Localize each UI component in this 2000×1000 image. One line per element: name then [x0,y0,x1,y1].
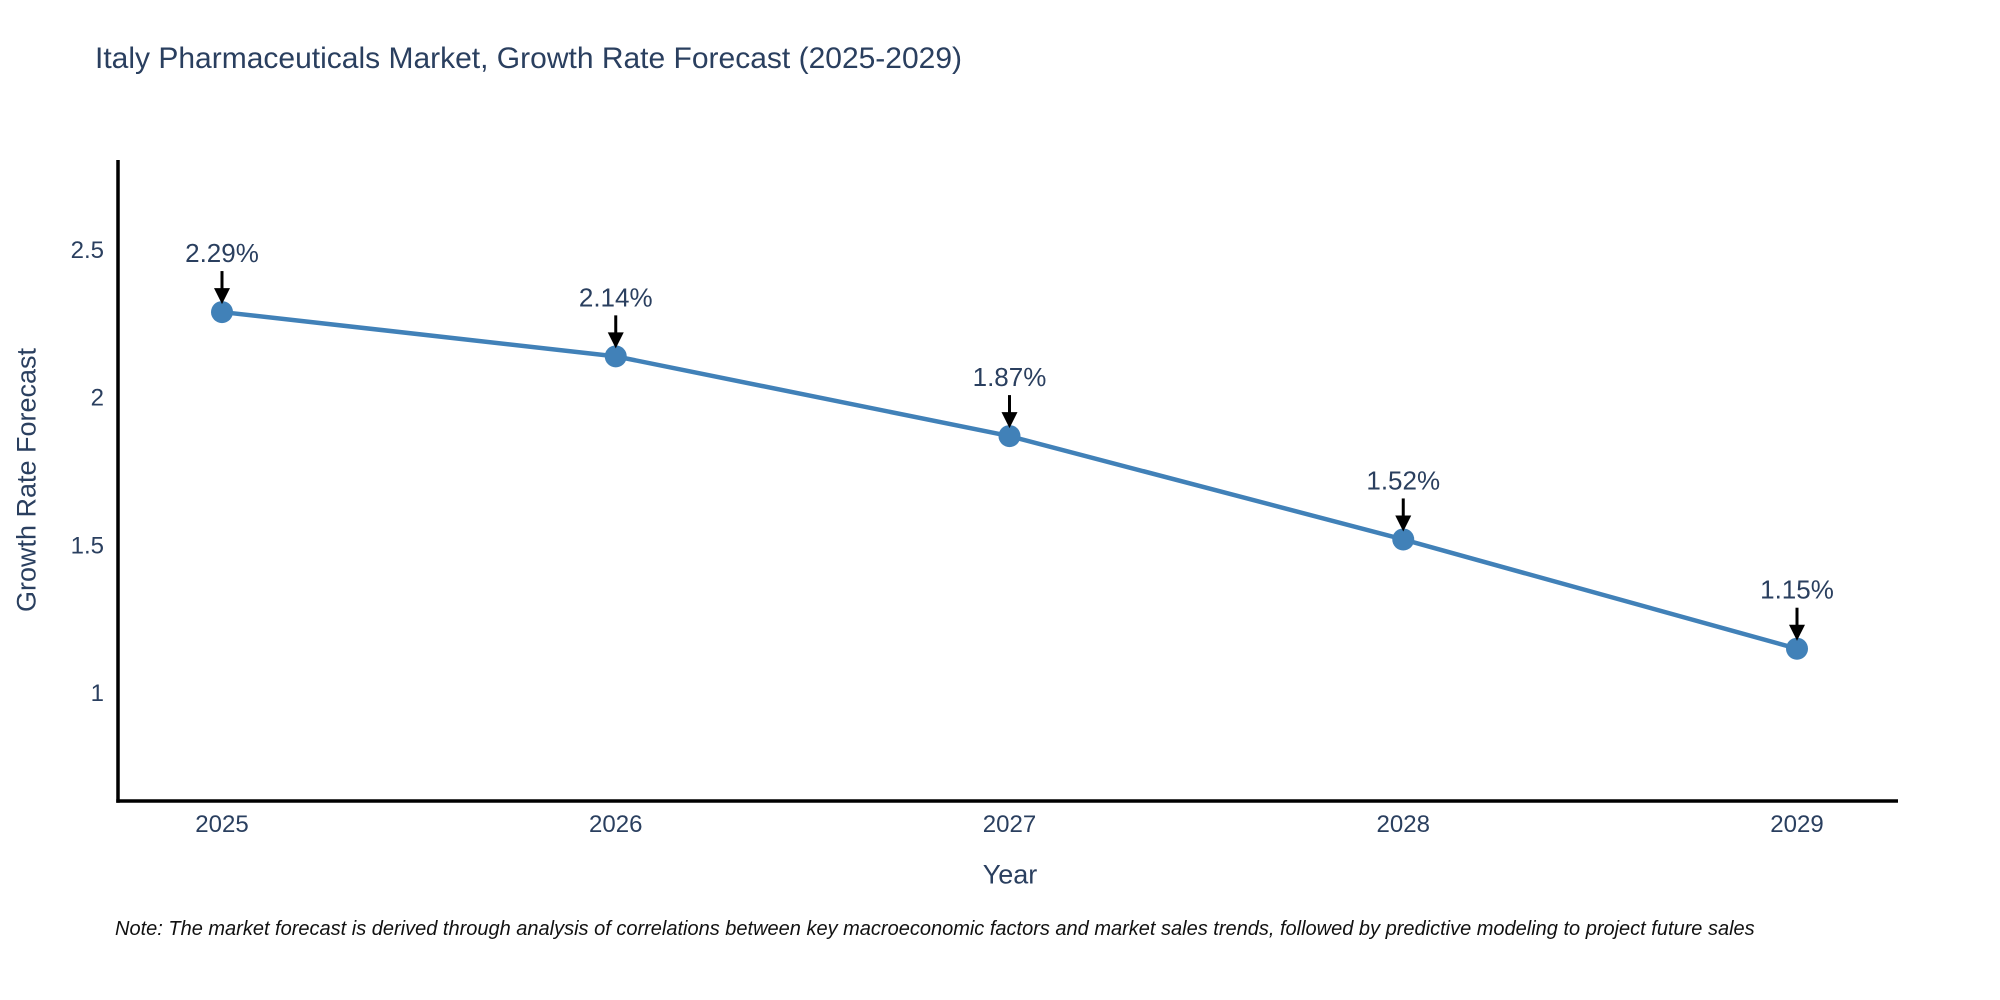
data-point-label: 1.15% [1760,575,1834,605]
footnote: Note: The market forecast is derived thr… [115,918,1755,940]
data-point-label: 2.14% [579,282,653,312]
annotation-arrow-head [1395,515,1412,532]
data-point-marker [1392,528,1415,551]
annotation-arrow-head [607,332,624,349]
y-tick-label: 2.5 [71,237,104,264]
data-point-marker [1786,637,1808,660]
annotation-arrow-head [1789,624,1805,641]
x-axis-label: Year [982,859,1038,890]
x-tick-label: 2028 [1377,811,1430,838]
data-point-label: 2.29% [185,238,259,268]
annotation-arrow-head [1001,412,1018,429]
y-tick-label: 1.5 [71,532,104,559]
data-point-label: 1.87% [973,362,1047,392]
data-point-marker [998,425,1021,448]
annotation-arrow-head [214,288,230,305]
y-tick-label: 2 [91,385,104,412]
x-tick-label: 2026 [589,811,642,838]
chart-title: Italy Pharmaceuticals Market, Growth Rat… [95,42,963,75]
x-tick-label: 2027 [983,811,1036,838]
data-point-marker [604,345,627,368]
x-tick-label: 2029 [1770,811,1823,838]
y-tick-label: 1 [91,680,104,707]
x-tick-label: 2025 [195,811,248,838]
data-point-marker [211,301,233,324]
data-point-label: 1.52% [1366,465,1440,495]
